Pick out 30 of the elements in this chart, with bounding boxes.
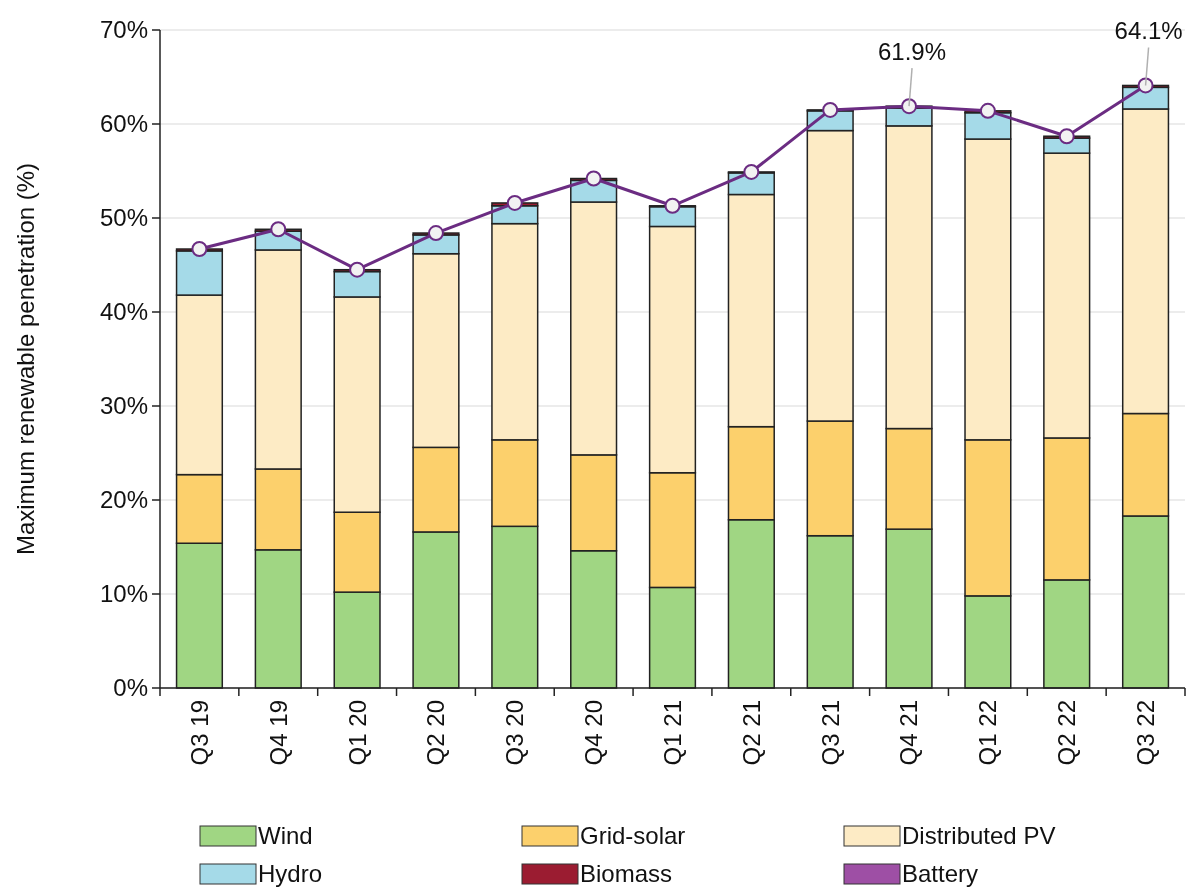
legend-label: Biomass xyxy=(580,860,673,888)
y-tick-label: 70% xyxy=(99,16,148,44)
x-tick-label: Q2 21 xyxy=(737,700,765,766)
y-tick-label: 30% xyxy=(99,392,148,420)
legend-label: Grid-solar xyxy=(580,822,686,850)
x-tick-label: Q4 19 xyxy=(264,700,292,766)
x-tick-label: Q3 19 xyxy=(185,700,213,766)
legend-label: Wind xyxy=(258,822,313,850)
x-tick-label: Q4 21 xyxy=(895,700,923,766)
y-tick-label: 20% xyxy=(99,486,148,514)
x-tick-label: Q3 22 xyxy=(1131,700,1159,766)
x-tick-label: Q4 20 xyxy=(580,700,608,766)
data-label: 64.1% xyxy=(1114,17,1183,45)
y-tick-label: 0% xyxy=(113,674,148,702)
legend-label: Battery xyxy=(902,860,979,888)
x-tick-label: Q1 22 xyxy=(974,700,1002,766)
y-tick-label: 50% xyxy=(99,204,148,232)
y-axis-title: Maximum renewable penetration (%) xyxy=(12,162,39,556)
y-tick-label: 10% xyxy=(99,580,148,608)
legend-label: Distributed PV xyxy=(902,822,1056,850)
y-tick-label: 60% xyxy=(99,110,148,138)
x-tick-label: Q3 21 xyxy=(816,700,844,766)
x-tick-label: Q1 21 xyxy=(658,700,686,766)
data-label: 61.9% xyxy=(878,38,947,66)
y-tick-label: 40% xyxy=(99,298,148,326)
legend-label: Hydro xyxy=(258,860,323,888)
x-tick-label: Q2 20 xyxy=(422,700,450,766)
x-tick-label: Q3 20 xyxy=(501,700,529,766)
x-tick-label: Q2 22 xyxy=(1053,700,1081,766)
x-tick-label: Q1 20 xyxy=(343,700,371,766)
